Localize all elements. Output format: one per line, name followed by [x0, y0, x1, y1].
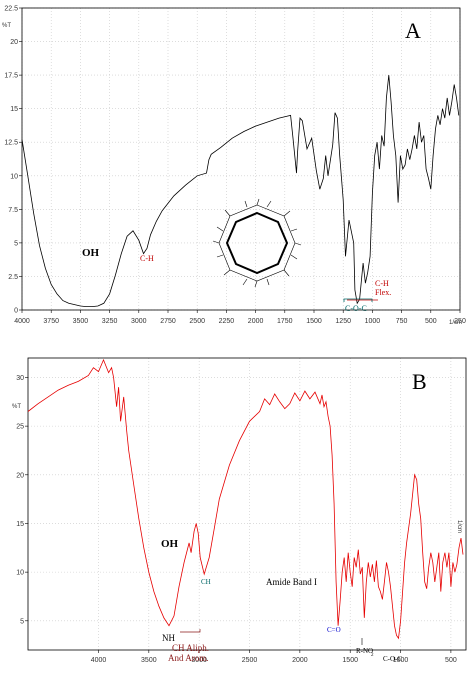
panel-a-x-tick-label: 3500 — [73, 318, 89, 325]
svg-text:R-NO: R-NO — [356, 647, 373, 655]
panel-b-y-tick-label: 15 — [16, 521, 24, 528]
panel-a-x-unit-label: 1/cm — [449, 320, 462, 326]
panel-a-y-tick-label: 17.5 — [4, 73, 18, 80]
panel-a-letter: A — [405, 18, 421, 43]
panel-a-x-tick-label: 1750 — [277, 318, 293, 325]
panel-b-y-tick-label: 25 — [16, 424, 24, 431]
panel-a-y-tick-label: 5 — [14, 240, 18, 247]
panel-b-plot-frame — [27, 357, 467, 651]
panel-b-letter: B — [412, 369, 427, 394]
panel-b-y-tick-label: 5 — [20, 618, 24, 625]
panel-b-x-ticks: 4000 3500 3000 2500 2000 1500 1000 500 — [91, 650, 457, 664]
cyclodextrin-structure-drawing — [212, 198, 302, 288]
panel-a-y-tick-label: 2.5 — [8, 274, 18, 281]
panel-a-y-tick-label: 7.5 — [8, 207, 18, 214]
panel-a-y-axis-label: %T — [2, 23, 11, 29]
panel-b-grid — [28, 358, 466, 650]
panel-a-y-tick-label: 22.5 — [4, 6, 18, 13]
panel-a-x-tick-label: 1250 — [335, 318, 351, 325]
panel-a-x-tick-label: 1500 — [306, 318, 322, 325]
panel-a-spectrum-line — [21, 75, 460, 307]
panel-a-x-tick-label: 3750 — [43, 318, 59, 325]
panel-b-x-tick-label: 500 — [445, 657, 457, 664]
panel-a-x-tick-label: 3250 — [102, 318, 118, 325]
panel-a-ch-flex-label-line2: Flex. — [375, 288, 391, 297]
panel-b-y-tick-label: 30 — [16, 375, 24, 382]
panel-b-spectrum-line — [27, 358, 464, 640]
panel-b-x-tick-label: 3000 — [191, 657, 207, 664]
panel-a-y-ticks: 0 2.5 5 7.5 10 12.5 15 17.5 20 22.5 — [4, 6, 22, 315]
panel-a-y-tick-label: 20 — [10, 39, 18, 46]
panel-b-x-tick-label: 4000 — [91, 657, 107, 664]
panel-a-y-tick-label: 0 — [14, 308, 18, 315]
panel-b-x-tick-label: 3500 — [141, 657, 157, 664]
panel-a-x-tick-label: 2250 — [219, 318, 235, 325]
panel-a-y-tick-label: 15 — [10, 106, 18, 113]
panel-a-x-ticks: 4000 3750 3500 3250 3000 2750 2500 2250 2000 1750… — [14, 310, 466, 325]
svg-text:2: 2 — [371, 653, 374, 658]
panel-b-nh-label: NH — [162, 633, 175, 643]
panel-a-x-tick-label: 3000 — [131, 318, 147, 325]
panel-a-grid — [21, 7, 461, 311]
panel-b-amide-label: Amide Band I — [266, 577, 317, 587]
panel-a-x-tick-label: 2750 — [160, 318, 176, 325]
panel-a-oh-label: OH — [82, 247, 100, 259]
panel-a-ch-flex-label-line1: C-H — [375, 279, 389, 288]
panel-a-x-tick-label: 500 — [425, 318, 437, 325]
panel-a-coc-label: C-O-C — [345, 304, 367, 313]
panel-b-coc-label: C-O-C — [383, 655, 402, 663]
panel-b-x-unit-label: 1/cm — [456, 520, 462, 533]
panel-a-coc-bracket — [343, 298, 373, 302]
panel-b-ch-aliph-bracket — [180, 629, 201, 633]
panel-b-ch-aliph-label-line2: And Arom. — [168, 653, 209, 663]
panel-a-x-tick-label: 750 — [396, 318, 408, 325]
panel-b-rno2-label: R-NO 2 — [356, 638, 374, 658]
panel-b-y-ticks: 5 10 15 20 25 30 — [16, 375, 28, 625]
panel-a-y-tick-label: 10 — [10, 173, 18, 180]
panel-b-y-axis-label: %T — [12, 404, 21, 410]
panel-b-x-tick-label: 1000 — [393, 657, 409, 664]
panel-b-co-label: C=O — [327, 626, 341, 634]
panel-a-ch-label: C-H — [140, 254, 154, 263]
panel-a-x-tick-label: 250 — [454, 318, 466, 325]
panel-b-x-tick-label: 1500 — [342, 657, 358, 664]
panel-a-plot-frame — [21, 7, 461, 311]
panel-a-x-tick-label: 2000 — [248, 318, 264, 325]
panel-b-oh-label: OH — [161, 538, 179, 550]
panel-b-y-tick-label: 20 — [16, 472, 24, 479]
panel-b-x-tick-label: 2500 — [242, 657, 258, 664]
panel-a-x-tick-label: 1000 — [365, 318, 381, 325]
panel-b-x-tick-label: 2000 — [292, 657, 308, 664]
panel-b-ch-label: CH — [201, 578, 211, 586]
panel-a-x-tick-label: 2500 — [189, 318, 205, 325]
panel-b-ch-aliph-label-line1: CH Aliph. — [172, 643, 209, 653]
panel-b-y-tick-label: 10 — [16, 570, 24, 577]
panel-a-x-tick-label: 4000 — [14, 318, 30, 325]
panel-a: 0 2.5 5 7.5 10 12.5 15 17.5 20 22.5 4000 3750 3500 3… — [2, 6, 466, 327]
panel-a-y-tick-label: 12.5 — [4, 140, 18, 147]
